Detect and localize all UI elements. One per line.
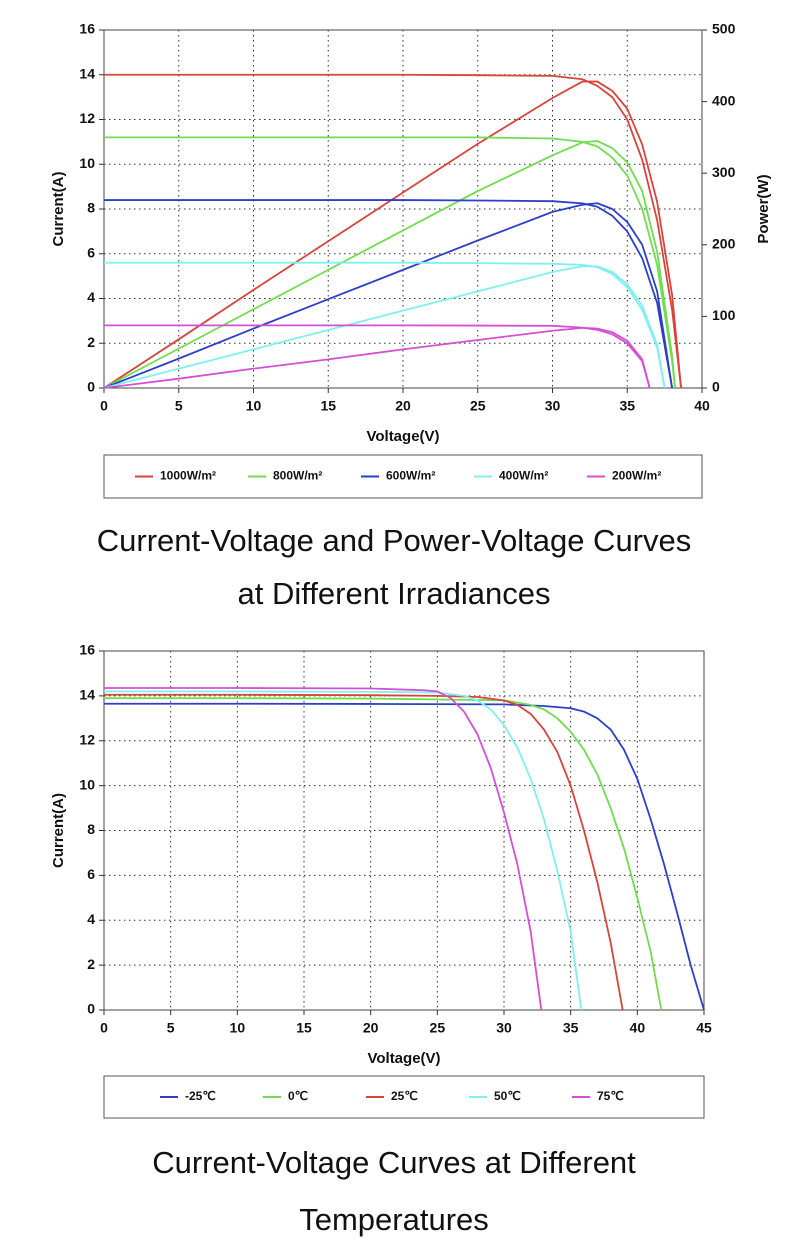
x-tick-label: 10 [246, 398, 262, 414]
y-axis-title: Current(A) [50, 172, 67, 247]
power-line [103, 140, 676, 389]
power-line [103, 202, 673, 389]
power-line [103, 265, 666, 389]
x-tick-label: 15 [296, 1020, 312, 1036]
x-tick-label: 20 [363, 1020, 379, 1036]
y-tick-label: 16 [79, 642, 95, 658]
x-axis-title: Voltage(V) [367, 1050, 440, 1067]
x-tick-label: 35 [563, 1020, 579, 1036]
x-tick-label: 25 [470, 398, 486, 414]
y-tick-label: 16 [79, 21, 95, 37]
x-tick-label: 30 [545, 398, 561, 414]
current-line [104, 199, 673, 389]
x-tick-label: 5 [167, 1020, 175, 1036]
current-line [104, 697, 663, 1011]
y2-tick-label: 0 [712, 379, 720, 395]
legend-label: 0℃ [288, 1089, 308, 1103]
plot-frame [103, 650, 705, 1011]
current-line [104, 702, 705, 1011]
chart-caption: Current-Voltage Curves at Different [152, 1145, 636, 1180]
legend-label: 600W/m² [386, 469, 435, 483]
current-line [104, 687, 543, 1011]
power-line [103, 326, 651, 389]
current-line [104, 324, 651, 389]
y2-tick-label: 400 [712, 92, 736, 108]
y-tick-label: 4 [87, 911, 95, 927]
y-tick-label: 14 [79, 65, 95, 81]
y2-tick-label: 200 [712, 236, 736, 252]
legend-label: 1000W/m² [160, 469, 216, 483]
chart-caption: Current-Voltage and Power-Voltage Curves [97, 523, 692, 558]
y2-axis-title: Power(W) [755, 174, 772, 243]
y-tick-label: 6 [87, 866, 95, 882]
y-tick-label: 2 [87, 334, 95, 350]
y2-tick-label: 100 [712, 307, 736, 323]
legend-label: -25℃ [185, 1089, 216, 1103]
y-tick-label: 14 [79, 687, 95, 703]
y-tick-label: 10 [79, 155, 95, 171]
x-tick-label: 0 [100, 398, 108, 414]
chart-caption: Temperatures [299, 1202, 489, 1237]
x-tick-label: 10 [230, 1020, 246, 1036]
y-tick-label: 2 [87, 956, 95, 972]
current-line [104, 690, 583, 1011]
x-tick-label: 15 [320, 398, 336, 414]
y2-tick-label: 300 [712, 164, 736, 180]
legend-box [103, 1075, 705, 1119]
current-line [104, 261, 666, 389]
y-tick-label: 0 [87, 379, 95, 395]
plot-frame [103, 29, 703, 389]
x-tick-label: 30 [496, 1020, 512, 1036]
legend-label: 200W/m² [612, 469, 661, 483]
current-line [104, 73, 682, 389]
y-tick-label: 8 [87, 821, 95, 837]
legend-label: 800W/m² [273, 469, 322, 483]
y-tick-label: 12 [79, 731, 95, 747]
y-tick-label: 12 [79, 110, 95, 126]
y-tick-label: 6 [87, 244, 95, 260]
legend-label: 50℃ [494, 1089, 521, 1103]
current-line [104, 693, 624, 1011]
x-tick-label: 25 [430, 1020, 446, 1036]
x-tick-label: 35 [619, 398, 635, 414]
legend-label: 75℃ [597, 1089, 624, 1103]
x-tick-label: 40 [630, 1020, 646, 1036]
x-tick-label: 40 [694, 398, 710, 414]
legend-label: 400W/m² [499, 469, 548, 483]
y2-tick-label: 500 [712, 21, 736, 37]
chart-caption: at Different Irradiances [237, 576, 550, 611]
y-axis-title: Current(A) [50, 793, 67, 868]
x-tick-label: 20 [395, 398, 411, 414]
y-tick-label: 8 [87, 200, 95, 216]
x-tick-label: 45 [696, 1020, 712, 1036]
x-tick-label: 5 [175, 398, 183, 414]
power-line [103, 80, 682, 389]
y-tick-label: 0 [87, 1001, 95, 1017]
x-tick-label: 0 [100, 1020, 108, 1036]
x-axis-title: Voltage(V) [366, 428, 439, 445]
y-tick-label: 4 [87, 289, 95, 305]
y-tick-label: 10 [79, 776, 95, 792]
legend-label: 25℃ [391, 1089, 418, 1103]
